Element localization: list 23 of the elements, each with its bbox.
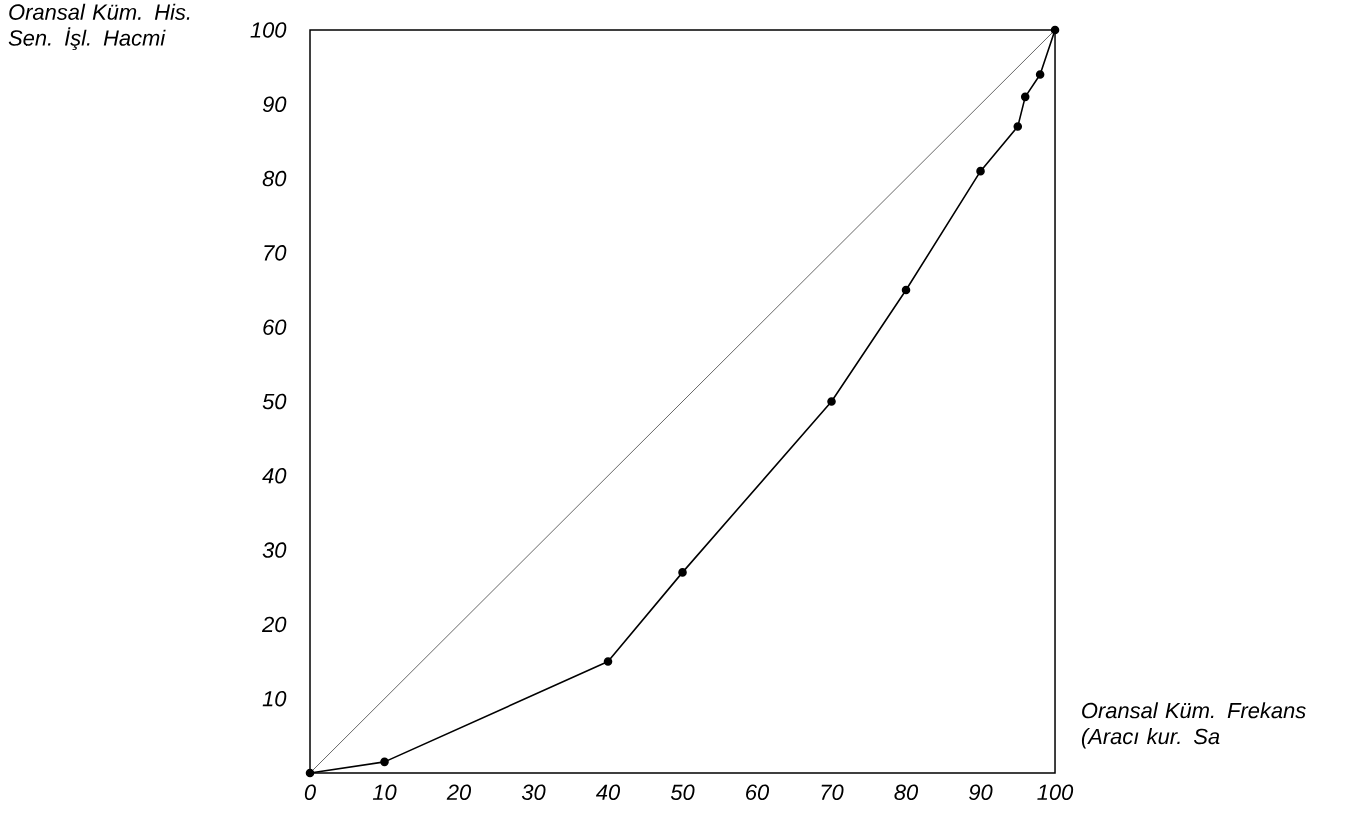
x-tick-label: 40 [595,784,621,801]
x-axis-title: Oransal Küm. Frekans (Aracı kur. Sa [1081,702,1306,749]
y-axis-title: Oransal Küm. His. Sen. İşl. Hacmi [8,3,190,51]
x-tick-label: 100 [1037,784,1074,801]
y-tick-label: 100 [250,22,287,38]
x-tick-label: 10 [372,784,397,801]
x-tick-label: 90 [969,784,993,801]
y-tick-label: 50 [262,393,287,410]
y-tick-label: 30 [262,542,287,558]
y-tick-label: 70 [264,245,287,261]
y-tick-label: 20 [261,616,287,633]
x-tick-label: 70 [821,784,844,801]
x-tick-label: 80 [894,784,919,801]
y-tick-label: 60 [263,319,287,335]
x-tick-label: 0 [304,784,316,801]
x-tick-label: 60 [746,784,770,801]
x-tick-label: 20 [446,784,472,801]
y-tick-label: 90 [262,96,287,113]
y-tick-label: 80 [262,170,287,187]
y-tick-label: 10 [262,690,287,707]
x-tick-label: 50 [670,784,695,801]
x-tick-label: 30 [521,784,546,801]
y-tick-label: 40 [262,468,287,484]
